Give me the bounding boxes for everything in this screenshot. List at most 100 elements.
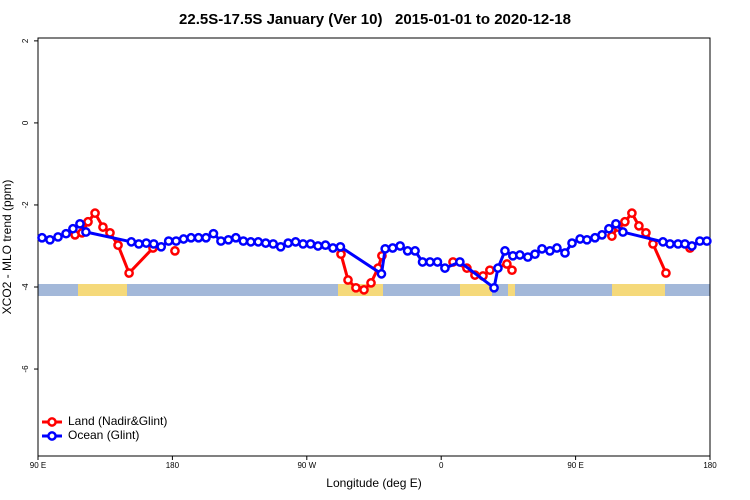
data-point [260, 238, 271, 248]
data-point [178, 234, 189, 244]
data-point [83, 216, 93, 227]
data-point [238, 236, 249, 246]
data-point [298, 239, 308, 249]
x-tick-label: 0 [439, 461, 444, 470]
data-point [376, 269, 387, 279]
data-point [171, 236, 181, 246]
data-point [567, 238, 577, 248]
legend-label: Ocean (Glint) [68, 428, 139, 442]
data-point [500, 246, 510, 256]
chart-title: 22.5S-17.5S January (Ver 10) 2015-01-01 … [179, 11, 571, 28]
data-point [216, 236, 226, 246]
data-point [366, 278, 376, 288]
data-point [223, 234, 234, 245]
data-point [186, 232, 196, 243]
data-point [620, 216, 630, 227]
data-point [53, 232, 63, 242]
y-tick-label: 2 [21, 38, 30, 43]
data-point [425, 257, 435, 267]
data-point [290, 237, 301, 247]
data-point [268, 239, 279, 249]
data-point [607, 231, 617, 241]
land-patch [508, 284, 515, 296]
y-tick-label: -4 [21, 283, 30, 291]
data-point [201, 232, 211, 243]
y-tick-label: -6 [21, 365, 30, 373]
data-point [485, 265, 495, 276]
legend-label: Land (Nadir&Glint) [68, 414, 167, 428]
y-axis-label: XCO2 - MLO trend (ppm) [0, 180, 14, 315]
x-tick-label: 90 E [567, 461, 583, 470]
data-point [283, 238, 293, 248]
data-point [75, 218, 85, 229]
data-point [328, 243, 338, 253]
data-point [627, 208, 637, 219]
data-point [320, 240, 331, 251]
data-point [502, 259, 512, 269]
data-point [351, 282, 361, 293]
data-point [98, 222, 108, 232]
data-point [170, 246, 180, 256]
y-tick-label: -2 [21, 201, 30, 209]
x-tick-label: 180 [703, 461, 717, 470]
data-point [582, 234, 592, 245]
data-point [148, 239, 159, 249]
data-point [133, 239, 144, 249]
data-point [141, 238, 152, 248]
data-point [641, 227, 651, 238]
legend-marker [47, 431, 57, 441]
data-point [665, 239, 675, 249]
data-point [81, 227, 91, 237]
legend-marker [47, 417, 57, 427]
data-point [402, 246, 413, 256]
data-point [395, 241, 405, 251]
data-point [359, 285, 369, 295]
data-point [432, 257, 443, 267]
data-point [537, 243, 547, 254]
data-point [45, 234, 55, 245]
data-point [163, 236, 174, 246]
data-point [275, 241, 286, 252]
data-point [604, 223, 614, 234]
data-point [335, 241, 346, 252]
data-point [90, 208, 100, 219]
data-point [156, 241, 167, 252]
x-tick-label: 180 [166, 461, 180, 470]
data-point [380, 243, 391, 254]
data-point [343, 275, 353, 285]
data-point [493, 263, 503, 273]
data-point [515, 250, 525, 260]
data-point [387, 243, 398, 253]
data-point [552, 243, 562, 253]
data-point [634, 221, 644, 231]
data-point [313, 241, 323, 251]
data-point [611, 218, 621, 229]
land-patch [78, 284, 127, 296]
data-point [37, 232, 47, 243]
data-point [208, 228, 219, 239]
plot-frame [37, 37, 711, 457]
data-point [305, 239, 316, 249]
data-point [489, 282, 499, 293]
data-point [455, 257, 465, 267]
x-tick-label: 90 E [30, 461, 46, 470]
data-point [702, 236, 712, 246]
data-point [560, 248, 570, 258]
land-mask [38, 284, 710, 296]
data-point [126, 237, 137, 247]
data-point [68, 223, 78, 234]
data-point [124, 268, 134, 278]
y-tick-label: 0 [21, 120, 30, 125]
data-point [440, 263, 450, 273]
data-point [530, 249, 540, 260]
x-tick-label: 90 W [297, 461, 316, 470]
data-point [597, 230, 607, 240]
x-axis-label: Longitude (deg E) [326, 476, 421, 490]
data-point [61, 228, 71, 239]
data-point [410, 246, 420, 256]
data-point [231, 232, 241, 243]
land-patch [612, 284, 665, 296]
data-point [193, 232, 204, 243]
data-point [245, 237, 256, 247]
